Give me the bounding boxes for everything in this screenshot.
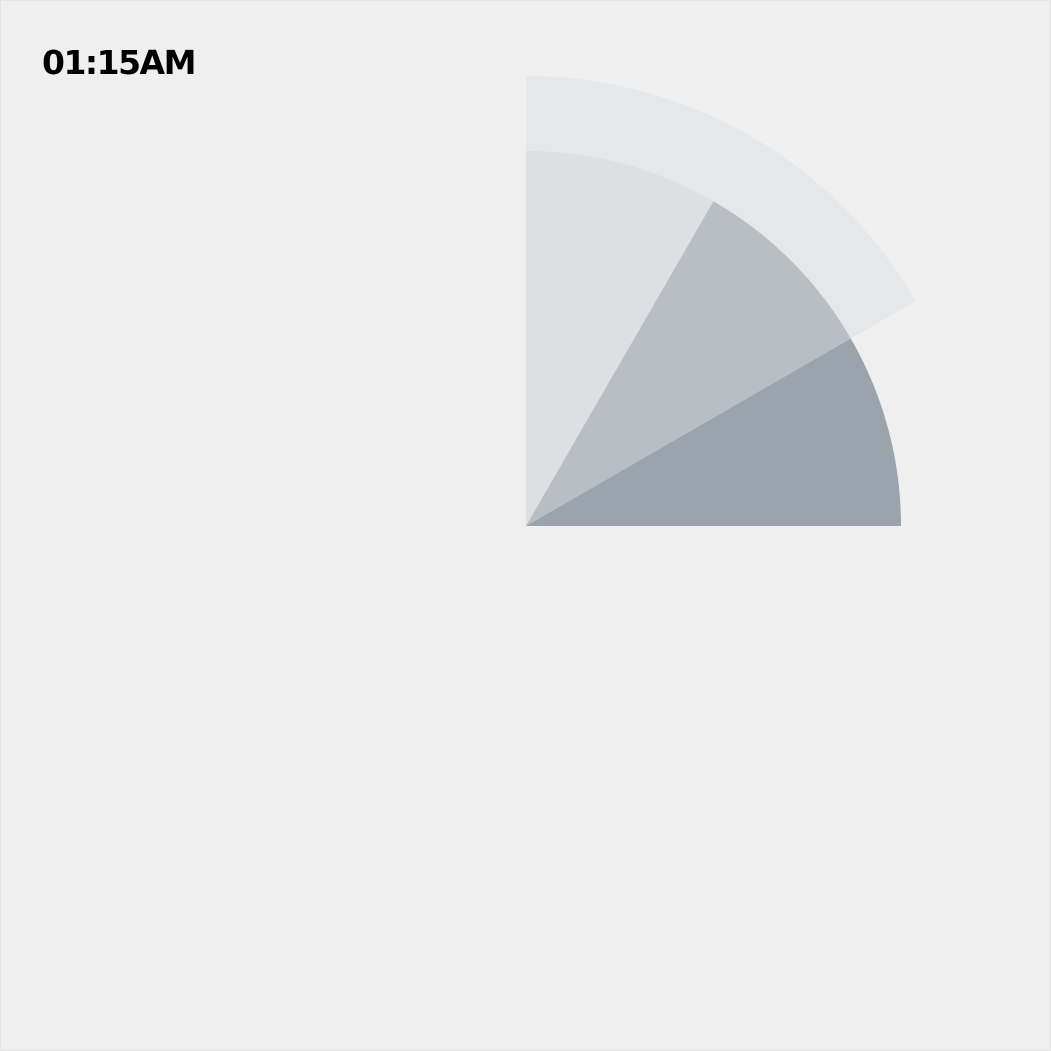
hour-3-wedge: [526, 338, 901, 526]
clock-wedges: [526, 76, 916, 527]
time-label: 01:15AM: [42, 43, 196, 82]
hour-2-wedge: [526, 201, 851, 527]
